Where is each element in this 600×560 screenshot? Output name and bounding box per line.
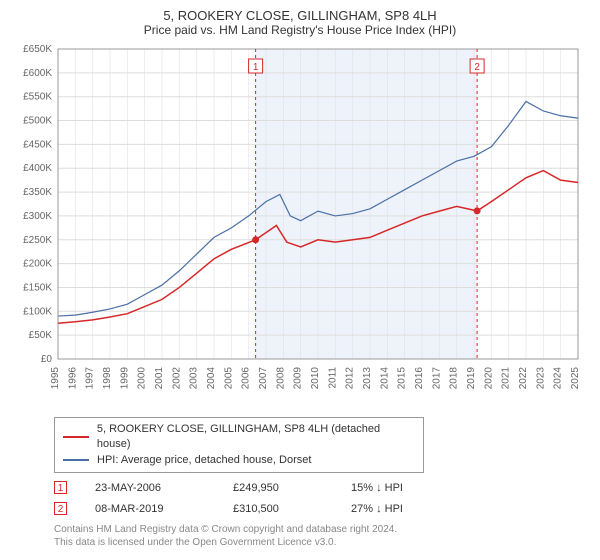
footer-line-1: Contains HM Land Registry data © Crown c… bbox=[54, 523, 588, 536]
svg-text:2007: 2007 bbox=[258, 367, 269, 390]
svg-text:2022: 2022 bbox=[518, 367, 529, 390]
svg-text:2004: 2004 bbox=[206, 367, 217, 390]
transaction-hpi-delta: 27% ↓ HPI bbox=[351, 503, 403, 515]
transaction-price: £249,950 bbox=[233, 482, 323, 494]
svg-text:£50K: £50K bbox=[29, 330, 53, 341]
svg-text:£650K: £650K bbox=[23, 44, 52, 55]
svg-text:2005: 2005 bbox=[223, 367, 234, 390]
svg-text:2018: 2018 bbox=[449, 367, 460, 390]
svg-text:2023: 2023 bbox=[535, 367, 546, 390]
legend-label: HPI: Average price, detached house, Dors… bbox=[97, 453, 311, 468]
transaction-row: 2 08-MAR-2019 £310,500 27% ↓ HPI bbox=[54, 502, 588, 515]
svg-text:2016: 2016 bbox=[414, 367, 425, 390]
svg-text:£200K: £200K bbox=[23, 259, 52, 270]
legend-swatch bbox=[63, 436, 89, 438]
svg-text:£500K: £500K bbox=[23, 116, 52, 127]
svg-text:£0: £0 bbox=[41, 354, 53, 365]
svg-text:2009: 2009 bbox=[293, 367, 304, 390]
transaction-marker: 1 bbox=[54, 481, 67, 494]
transaction-marker: 2 bbox=[54, 502, 67, 515]
chart-container: 5, ROOKERY CLOSE, GILLINGHAM, SP8 4LH Pr… bbox=[0, 0, 600, 560]
svg-text:1997: 1997 bbox=[85, 367, 96, 390]
footer-attribution: Contains HM Land Registry data © Crown c… bbox=[54, 523, 588, 549]
svg-text:£400K: £400K bbox=[23, 163, 52, 174]
svg-text:1: 1 bbox=[253, 62, 259, 73]
svg-text:2003: 2003 bbox=[189, 367, 200, 390]
legend: 5, ROOKERY CLOSE, GILLINGHAM, SP8 4LH (d… bbox=[54, 417, 424, 473]
svg-text:1999: 1999 bbox=[119, 367, 130, 390]
svg-text:2002: 2002 bbox=[171, 367, 182, 390]
transaction-row: 1 23-MAY-2006 £249,950 15% ↓ HPI bbox=[54, 481, 588, 494]
svg-text:2008: 2008 bbox=[275, 367, 286, 390]
svg-text:£250K: £250K bbox=[23, 235, 52, 246]
svg-text:2017: 2017 bbox=[431, 367, 442, 390]
svg-text:£550K: £550K bbox=[23, 92, 52, 103]
svg-text:2001: 2001 bbox=[154, 367, 165, 390]
legend-swatch bbox=[63, 459, 89, 461]
svg-text:£100K: £100K bbox=[23, 306, 52, 317]
svg-text:£350K: £350K bbox=[23, 187, 52, 198]
svg-text:2024: 2024 bbox=[553, 367, 564, 390]
chart-subtitle: Price paid vs. HM Land Registry's House … bbox=[12, 23, 588, 37]
svg-text:2012: 2012 bbox=[345, 367, 356, 390]
transaction-hpi-delta: 15% ↓ HPI bbox=[351, 482, 403, 494]
svg-text:2020: 2020 bbox=[483, 367, 494, 390]
footer-line-2: This data is licensed under the Open Gov… bbox=[54, 536, 588, 549]
svg-text:£600K: £600K bbox=[23, 68, 52, 79]
transaction-date: 08-MAR-2019 bbox=[95, 503, 205, 515]
svg-text:£300K: £300K bbox=[23, 211, 52, 222]
svg-text:2021: 2021 bbox=[501, 367, 512, 390]
svg-text:1998: 1998 bbox=[102, 367, 113, 390]
svg-text:2010: 2010 bbox=[310, 367, 321, 390]
svg-text:2: 2 bbox=[474, 62, 480, 73]
svg-text:2014: 2014 bbox=[379, 367, 390, 390]
chart-area: £0 £50K £100K £150K £200K £250K £300K £350K £400… bbox=[12, 41, 588, 411]
line-chart: £0 £50K £100K £150K £200K £250K £300K £350K £400… bbox=[12, 41, 582, 411]
svg-text:2025: 2025 bbox=[570, 367, 581, 390]
svg-text:2019: 2019 bbox=[466, 367, 477, 390]
svg-text:2000: 2000 bbox=[137, 367, 148, 390]
svg-text:1996: 1996 bbox=[67, 367, 78, 390]
transaction-date: 23-MAY-2006 bbox=[95, 482, 205, 494]
legend-item: HPI: Average price, detached house, Dors… bbox=[63, 453, 415, 468]
legend-item: 5, ROOKERY CLOSE, GILLINGHAM, SP8 4LH (d… bbox=[63, 422, 415, 453]
legend-label: 5, ROOKERY CLOSE, GILLINGHAM, SP8 4LH (d… bbox=[97, 422, 415, 453]
svg-text:2013: 2013 bbox=[362, 367, 373, 390]
svg-text:1995: 1995 bbox=[50, 367, 61, 390]
svg-text:£150K: £150K bbox=[23, 282, 52, 293]
svg-text:£450K: £450K bbox=[23, 139, 52, 150]
svg-text:2011: 2011 bbox=[327, 367, 338, 389]
transaction-price: £310,500 bbox=[233, 503, 323, 515]
svg-text:2015: 2015 bbox=[397, 367, 408, 390]
chart-title: 5, ROOKERY CLOSE, GILLINGHAM, SP8 4LH bbox=[12, 8, 588, 23]
svg-text:2006: 2006 bbox=[241, 367, 252, 390]
